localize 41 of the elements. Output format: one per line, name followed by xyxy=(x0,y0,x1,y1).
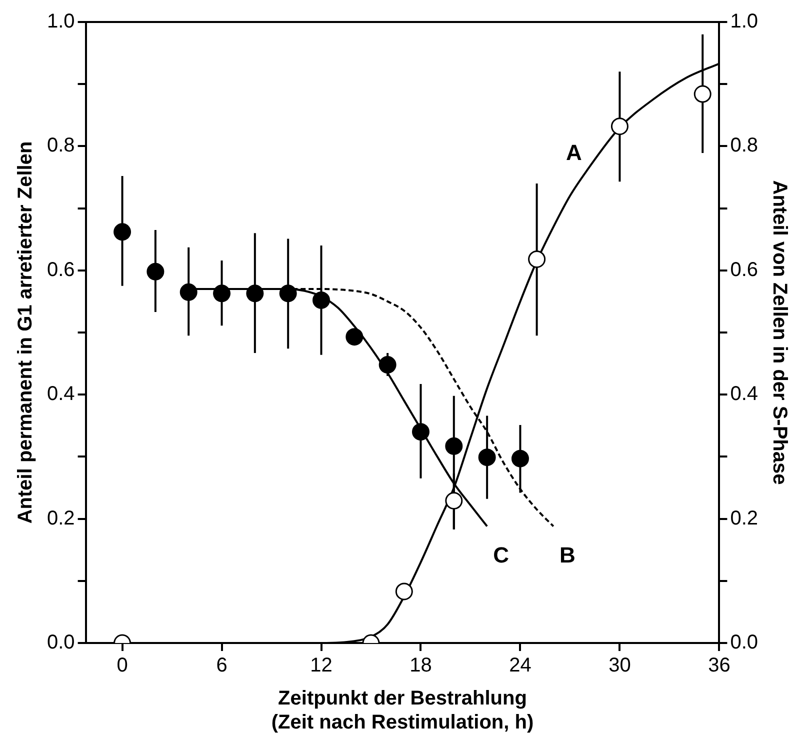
y2-tick-label: 0.6 xyxy=(730,258,758,281)
y-axis-title: Anteil permanent in G1 arretierter Zellen xyxy=(14,141,37,524)
y-tick-label: 0.0 xyxy=(46,632,75,654)
y-tick-label: 0.2 xyxy=(46,507,75,530)
x-tick-label: 18 xyxy=(410,654,432,677)
y2-tick-label: 0.4 xyxy=(730,383,758,406)
point xyxy=(146,262,164,280)
y-tick-label: 1.0 xyxy=(46,10,75,33)
y2-axis-title: Anteil von Zellen in der S-Phase xyxy=(768,180,790,485)
point xyxy=(312,291,330,309)
series-label: A xyxy=(566,140,582,165)
x-tick-label: 0 xyxy=(116,654,128,677)
series-label: C xyxy=(493,542,510,568)
y2-tick-label: 0.8 xyxy=(730,134,758,157)
point xyxy=(694,85,712,103)
y-tick-label: 0.6 xyxy=(46,258,75,281)
x-tick-label: 36 xyxy=(708,654,730,677)
y-tick-label: 0.8 xyxy=(46,134,75,157)
y2-tick-label: 0.2 xyxy=(730,507,758,530)
point xyxy=(114,223,132,241)
y2-tick-label: 1.0 xyxy=(730,10,758,33)
x-tick-label: 24 xyxy=(509,654,532,677)
point xyxy=(412,423,430,441)
point xyxy=(445,437,463,455)
x-tick-label: 30 xyxy=(608,654,631,677)
point xyxy=(478,448,496,466)
point xyxy=(213,284,231,302)
x-tick-label: 12 xyxy=(310,654,332,677)
y-tick-label: 0.4 xyxy=(46,383,75,406)
point xyxy=(279,284,297,302)
x-tick-label: 6 xyxy=(216,654,228,677)
series-label: B xyxy=(559,542,576,568)
x-axis-title: Zeitpunkt der Bestrahlung (Zeit nach Restimulation, h) xyxy=(271,688,534,734)
point xyxy=(511,450,529,468)
y2-tick-label: 0.0 xyxy=(730,632,758,654)
point xyxy=(610,118,628,136)
point xyxy=(346,328,364,346)
point xyxy=(528,250,546,268)
point xyxy=(246,284,264,302)
point xyxy=(180,283,198,301)
point xyxy=(378,356,396,374)
